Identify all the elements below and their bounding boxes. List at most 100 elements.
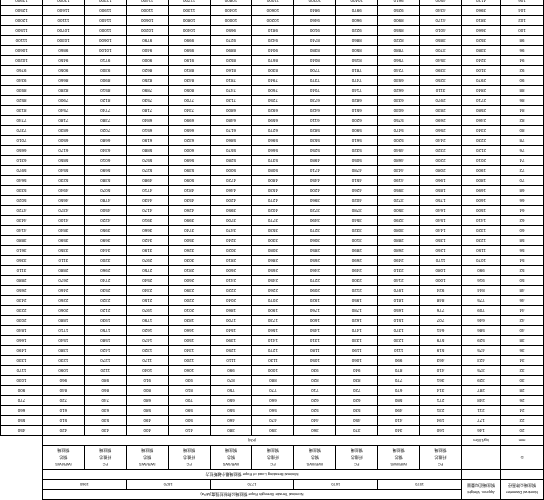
cell-18-10: 3440 (84, 246, 126, 256)
cell-21-9: 3910 (126, 216, 168, 226)
cell-26-3: 4430 (378, 166, 420, 176)
cell-16-2: 1080 (420, 266, 462, 276)
table-row: 4470977616501780176019001860201019702120… (1, 306, 544, 316)
cell-12-5: 1760 (294, 306, 336, 316)
cell-3-12: 770 (1, 396, 43, 406)
table-row: 8828403110662071407040760074708050789085… (1, 86, 544, 96)
cell-2-5: 520 (294, 406, 336, 416)
cell-38-8: 9590 (168, 46, 210, 56)
table-row: 3852957912301330131014101390150014701580… (1, 336, 544, 346)
cell-16-1: 990 (462, 266, 501, 276)
cell-38-6: 9040 (252, 46, 294, 56)
cell-4-5: 710 (294, 386, 336, 396)
cell-10-3: 1370 (378, 326, 420, 336)
cell-29-0: 78 (501, 136, 544, 146)
cell-39-4: 8860 (336, 36, 378, 46)
cell-8-12: 1490 (1, 346, 43, 356)
cell-17-5: 2650 (294, 256, 336, 266)
cell-17-4: 2690 (336, 256, 378, 266)
table-row: 5299010802310249024602650260028102750296… (1, 266, 544, 276)
cell-7-11: 1230 (42, 356, 84, 366)
cell-18-12: 3610 (1, 246, 43, 256)
cell-34-0: 88 (501, 86, 544, 96)
cell-30-0: 80 (501, 126, 544, 136)
cell-39-5: 8740 (294, 36, 336, 46)
cell-8-10: 1420 (84, 346, 126, 356)
cell-15-11: 2670 (42, 276, 84, 286)
cell-34-1: 2840 (462, 86, 501, 96)
cell-24-1: 1690 (462, 186, 501, 196)
cell-40-5: 9100 (294, 26, 336, 36)
cell-7-2: 463 (420, 356, 462, 366)
cell-23-9: 4430 (126, 196, 168, 206)
table-row: 7621202320494053205250566055706000588063… (1, 146, 544, 156)
cell-21-1: 1410 (462, 216, 501, 226)
cell-16-3: 2310 (378, 266, 420, 276)
cell-33-2: 2970 (420, 96, 462, 106)
cell-13-3: 1810 (378, 296, 420, 306)
table-row: 1003660401085509220910098109650104001020… (1, 26, 544, 36)
hdr-core-9: IWR/IWS钢芯钢丝绳 (126, 446, 168, 470)
cell-28-4: 5320 (336, 146, 378, 156)
cell-23-8: 4530 (168, 196, 210, 206)
cell-4-10: 860 (84, 386, 126, 396)
cell-12-11: 2060 (42, 306, 84, 316)
cell-16-7: 2600 (210, 266, 252, 276)
cell-36-2: 3390 (420, 66, 462, 76)
hdr-core-7: IWR/IWS钢芯钢丝绳 (210, 446, 252, 470)
cell-1-7: 460 (210, 416, 252, 426)
cell-42-12: 12500 (1, 6, 43, 16)
cell-28-12: 6650 (1, 146, 43, 156)
cell-20-6: 3530 (252, 226, 294, 236)
cell-19-6: 3300 (252, 236, 294, 246)
cell-9-10: 1580 (84, 336, 126, 346)
cell-7-9: 1170 (126, 356, 168, 366)
cell-37-0: 94 (501, 56, 544, 66)
cell-15-6: 2450 (252, 276, 294, 286)
cell-40-0: 100 (501, 26, 544, 36)
table-row: 1023810417089009600946010200100001080010… (1, 16, 544, 26)
cell-32-0: 84 (501, 106, 544, 116)
cell-22-11: 4370 (42, 206, 84, 216)
cell-4-3: 670 (378, 386, 420, 396)
cell-39-3: 8220 (378, 36, 420, 46)
cell-1-11: 510 (42, 416, 84, 426)
cell-26-1: 1900 (462, 166, 501, 176)
cell-36-7: 8160 (210, 66, 252, 76)
cell-31-11: 7180 (42, 116, 84, 126)
cell-16-10: 2960 (84, 266, 126, 276)
cell-22-7: 3950 (210, 206, 252, 216)
cell-15-3: 2140 (378, 276, 420, 286)
cell-32-8: 7340 (168, 106, 210, 116)
table-row: 20146160340370360390380410400430420450 (1, 426, 544, 436)
cell-5-3: 770 (378, 376, 420, 386)
table-row: 6415001640350037803720402039504260417045… (1, 206, 544, 216)
cell-10-4: 1470 (336, 326, 378, 336)
cell-1-0: 22 (501, 416, 544, 426)
cell-28-7: 5570 (210, 146, 252, 156)
cell-25-12: 5640 (1, 176, 43, 186)
cell-13-8: 2200 (168, 296, 210, 306)
cell-17-10: 3200 (84, 256, 126, 266)
cell-27-2: 2200 (420, 156, 462, 166)
cell-29-9: 6190 (126, 136, 168, 146)
cell-23-6: 4270 (252, 196, 294, 206)
cell-42-2: 4340 (420, 6, 462, 16)
cell-36-8: 8810 (168, 66, 210, 76)
table-row: 8627102970633068206730725071307700753081… (1, 96, 544, 106)
hdr-weight: Approx. Weight钢丝绳近似重量 (462, 480, 501, 500)
cell-16-0: 52 (501, 266, 544, 276)
cell-37-12: 10200 (1, 56, 43, 66)
cell-29-8: 6320 (168, 136, 210, 146)
cell-14-3: 1970 (378, 286, 420, 296)
cell-35-6: 7940 (252, 76, 294, 86)
cell-35-0: 90 (501, 76, 544, 86)
cell-23-5: 3960 (294, 196, 336, 206)
cell-38-0: 96 (501, 46, 544, 56)
cell-34-9: 7890 (126, 86, 168, 96)
cell-41-11: 11100 (42, 16, 84, 26)
cell-16-8: 2810 (168, 266, 210, 276)
table-row: 9432403540756081508040867085209190900097… (1, 56, 544, 66)
cell-8-3: 1110 (378, 346, 420, 356)
cell-36-0: 92 (501, 66, 544, 76)
